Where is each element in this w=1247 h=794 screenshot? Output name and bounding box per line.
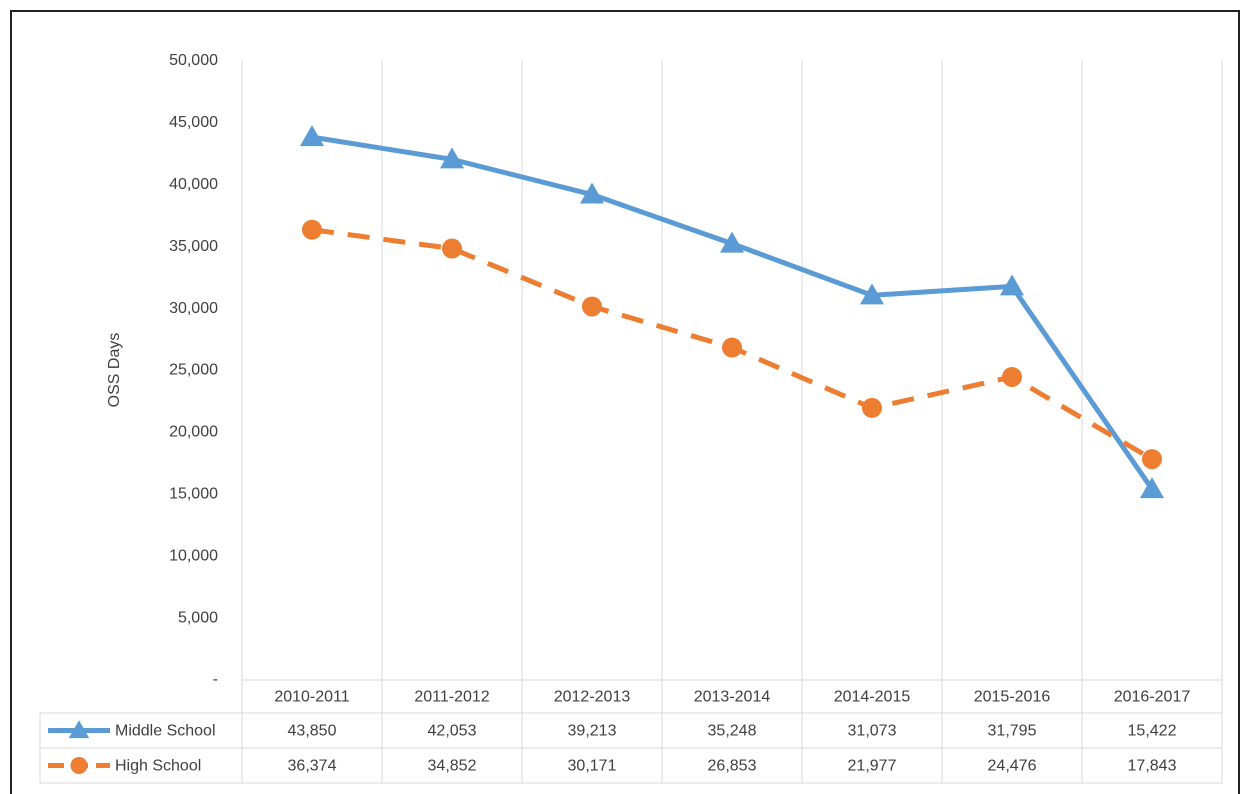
y-tick-label: 30,000 [169, 300, 218, 317]
y-tick-label: 15,000 [169, 486, 218, 503]
data-point [722, 337, 742, 358]
table-value: 42,053 [428, 723, 477, 740]
table-value: 34,852 [428, 758, 477, 775]
x-tick-label: 2011-2012 [414, 689, 489, 706]
data-point [1002, 366, 1022, 387]
table-value: 26,853 [708, 758, 757, 775]
y-tick-label: 50,000 [169, 52, 218, 69]
data-point [582, 296, 602, 317]
table-value: 36,374 [288, 758, 337, 775]
y-tick-label: 35,000 [169, 238, 218, 255]
table-value: 17,843 [1128, 758, 1177, 775]
data-point [1140, 477, 1164, 499]
x-tick-label: 2012-2013 [554, 689, 631, 706]
data-point [302, 219, 322, 240]
legend-label: Middle School [115, 723, 216, 740]
y-tick-label: 40,000 [169, 176, 218, 193]
data-point [580, 182, 604, 204]
y-tick-label: 5,000 [178, 609, 218, 626]
data-point [720, 231, 744, 253]
data-point [442, 238, 462, 259]
x-tick-label: 2013-2014 [694, 689, 771, 706]
x-tick-label: 2014-2015 [834, 689, 911, 706]
data-point [1000, 274, 1024, 296]
data-point [440, 147, 464, 169]
legend-marker [70, 757, 88, 774]
x-tick-label: 2015-2016 [974, 689, 1051, 706]
data-point [860, 283, 884, 305]
table-value: 30,171 [568, 758, 617, 775]
chart-frame [10, 10, 1240, 794]
table-value: 24,476 [988, 758, 1037, 775]
data-point [862, 397, 882, 418]
table-value: 15,422 [1128, 723, 1177, 740]
table-value: 35,248 [708, 723, 757, 740]
legend-label: High School [115, 758, 201, 775]
y-tick-label: 20,000 [169, 424, 218, 441]
table-value: 43,850 [288, 723, 337, 740]
table-value: 39,213 [568, 723, 617, 740]
y-tick-label: - [213, 671, 218, 688]
y-axis-label: OSS Days [106, 333, 123, 408]
legend-marker [68, 720, 90, 739]
x-tick-label: 2016-2017 [1114, 689, 1191, 706]
data-point [1142, 449, 1162, 470]
table-value: 31,795 [988, 723, 1037, 740]
data-point [300, 125, 324, 147]
x-tick-label: 2010-2011 [274, 689, 349, 706]
series-line [311, 134, 1155, 491]
table-value: 21,977 [848, 758, 897, 775]
y-tick-label: 25,000 [169, 362, 218, 379]
table-value: 31,073 [848, 723, 897, 740]
y-tick-label: 45,000 [169, 114, 218, 131]
y-tick-label: 10,000 [169, 547, 218, 564]
